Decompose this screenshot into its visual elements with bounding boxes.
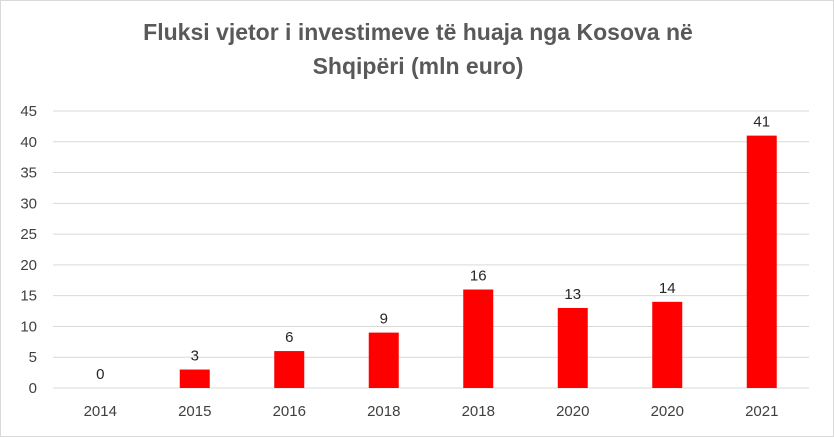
- x-tick-label: 2018: [462, 403, 495, 420]
- x-tick-label: 2020: [651, 403, 684, 420]
- y-tick-label: 30: [20, 195, 37, 212]
- x-tick-label: 2018: [367, 403, 400, 420]
- y-tick-label: 0: [29, 380, 37, 397]
- y-tick-label: 40: [20, 134, 37, 151]
- data-label: 3: [191, 348, 199, 365]
- data-label: 16: [470, 268, 487, 285]
- y-tick-label: 10: [20, 318, 37, 335]
- bar-2016-2: [274, 351, 305, 388]
- y-tick-label: 15: [20, 288, 37, 305]
- x-tick-label: 2021: [745, 403, 778, 420]
- y-tick-label: 35: [20, 165, 37, 182]
- data-label: 9: [380, 311, 388, 328]
- bar-2020-5: [557, 307, 588, 388]
- data-label: 41: [753, 114, 770, 131]
- y-tick-label: 25: [20, 226, 37, 243]
- data-label: 14: [659, 280, 676, 297]
- chart-title-line-2: Shqipëri (mln euro): [312, 53, 524, 79]
- x-tick-label: 2014: [84, 403, 117, 420]
- bar-2018-4: [463, 289, 494, 388]
- data-label: 6: [285, 329, 293, 346]
- data-label: 13: [564, 286, 581, 303]
- y-tick-label: 45: [20, 103, 37, 120]
- bar-2021-7: [746, 135, 777, 388]
- chart-title: Fluksi vjetor i investimeve të huaja nga…: [1, 15, 834, 83]
- x-tick-label: 2020: [556, 403, 589, 420]
- y-tick-label: 20: [20, 257, 37, 274]
- x-tick-label: 2015: [178, 403, 211, 420]
- data-label: 0: [96, 366, 104, 383]
- bar-2015-1: [179, 369, 210, 388]
- bar-2018-3: [368, 332, 399, 388]
- y-tick-label: 5: [29, 349, 37, 366]
- bar-2020-6: [652, 301, 683, 388]
- x-tick-label: 2016: [273, 403, 306, 420]
- chart-title-line-1: Fluksi vjetor i investimeve të huaja nga…: [143, 19, 693, 45]
